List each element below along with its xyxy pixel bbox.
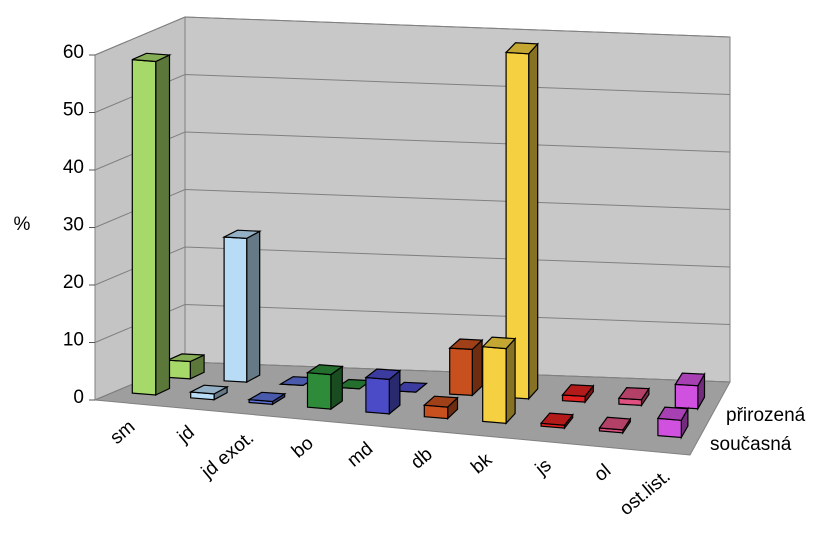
grid-line (94, 188, 731, 228)
y-tick-label: 30 (63, 215, 84, 236)
bar-top (188, 384, 230, 395)
x-tick-label: js (531, 455, 556, 481)
y-tick-label: 0 (73, 387, 84, 408)
y-tick-label: 50 (63, 100, 84, 121)
bar-front (449, 347, 473, 397)
x-tick-label: db (407, 444, 437, 474)
x-tick-label: bk (467, 449, 496, 478)
x-tick-label: ost.list. (616, 466, 675, 520)
bar (247, 391, 287, 406)
y-tick-label: 60 (63, 42, 84, 63)
x-tick-label: md (343, 438, 377, 471)
bar-top (305, 364, 345, 376)
bar (481, 336, 517, 425)
bar-side (528, 42, 539, 401)
x-tick-label: jd (173, 422, 199, 448)
bar-top (364, 368, 402, 381)
bar-top (674, 372, 706, 387)
bar-top (598, 416, 632, 431)
bar-front (482, 346, 507, 424)
bar (617, 386, 650, 408)
y-tick-label: 10 (63, 330, 84, 351)
bar (364, 368, 402, 416)
grid-line (94, 246, 731, 286)
grid-line (94, 16, 731, 56)
bar-top (561, 384, 595, 397)
series-label: současná (710, 434, 792, 455)
x-tick-label: bo (288, 433, 318, 463)
y-axis-label: % (14, 214, 31, 235)
bar-top (617, 386, 650, 401)
bar-front (167, 359, 191, 380)
bar-top (656, 406, 689, 421)
bar (391, 381, 429, 393)
bar-side (246, 230, 261, 384)
bar-front (674, 383, 699, 410)
bar-top (167, 353, 205, 363)
bar (539, 412, 574, 430)
bar-top (504, 42, 539, 55)
bar (656, 406, 689, 440)
bar (448, 338, 484, 397)
x-tick-label: sm (106, 416, 139, 448)
grid-line (94, 131, 731, 171)
bar-front (306, 372, 332, 410)
bar-top (391, 381, 429, 393)
bar-top (539, 412, 574, 426)
y-tick-label: 20 (63, 272, 84, 293)
bar-top (481, 336, 517, 350)
series-label: přirozená (726, 405, 806, 426)
bar (131, 52, 172, 396)
bar-front (223, 236, 248, 383)
bar (504, 42, 539, 401)
bar (221, 229, 262, 384)
bar (305, 364, 345, 411)
bar-top (422, 395, 459, 408)
grid-line (94, 303, 731, 343)
bar-front (365, 376, 390, 415)
x-tick-label: jd exot. (197, 427, 258, 483)
x-tick-label: ol (590, 460, 615, 486)
bar (674, 371, 706, 411)
bar (561, 384, 595, 404)
grid-line (94, 73, 731, 113)
bar (167, 353, 205, 380)
bar-top (132, 52, 172, 63)
bar-side (155, 54, 171, 396)
bar-top (221, 229, 262, 240)
bar-top (247, 391, 287, 403)
bar-front (131, 58, 157, 396)
bar (188, 384, 230, 401)
bar (422, 395, 459, 420)
bar-front (657, 417, 682, 439)
y-tick-label: 40 (63, 157, 84, 178)
bar (598, 416, 632, 435)
bar-top (448, 338, 484, 351)
bar-side (505, 337, 516, 425)
